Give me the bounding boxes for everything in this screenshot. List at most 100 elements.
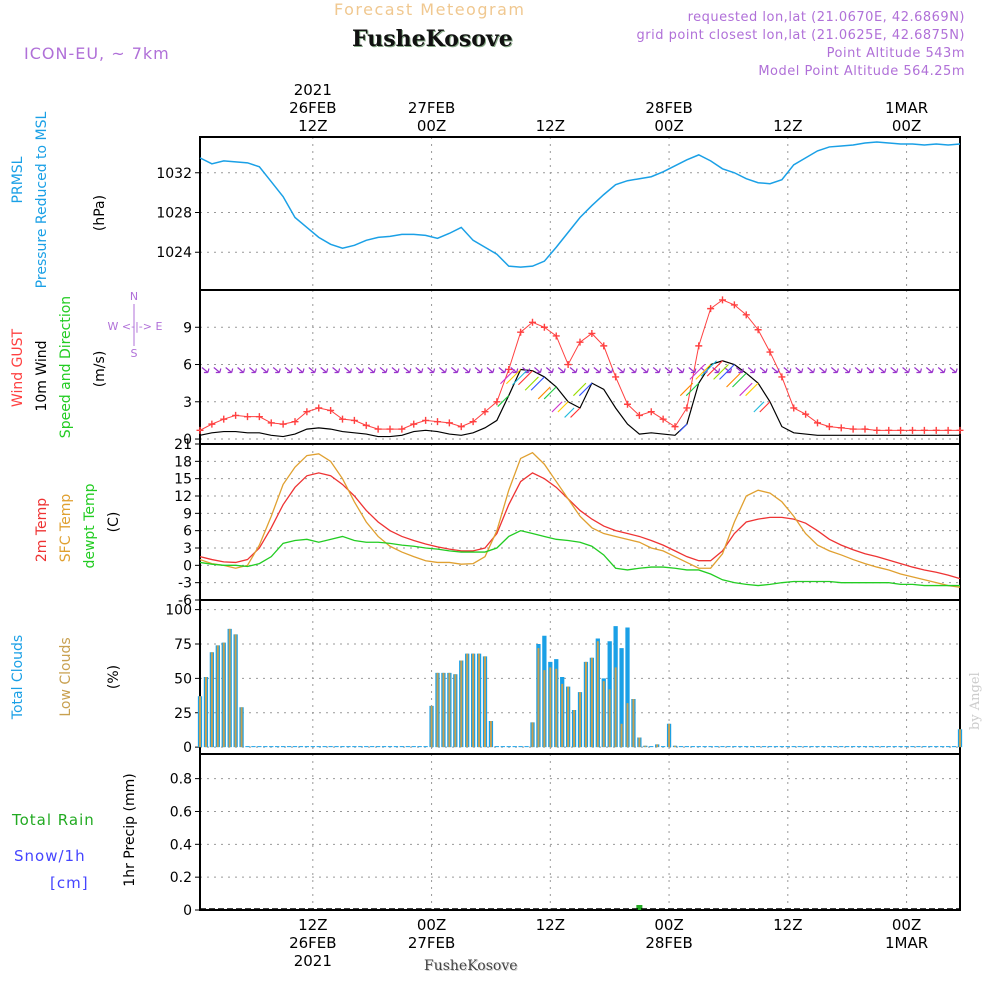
- y-tick-label: -6: [178, 593, 192, 609]
- low-cloud-bar: [555, 668, 558, 748]
- wind-gust-marker: [374, 425, 382, 433]
- total-cloud-bar: [779, 746, 785, 748]
- wind-direction-arrow: [640, 367, 649, 374]
- top-time-label: 26FEB: [289, 99, 336, 117]
- panel-frame: [199, 753, 961, 911]
- wind-gust-marker: [208, 420, 216, 428]
- top-time-label: 28FEB: [645, 99, 692, 117]
- wind-vector-arrow: [564, 407, 575, 418]
- wind-gust-marker: [730, 301, 738, 309]
- wind-direction-arrow: [712, 367, 721, 374]
- forecast-title: Forecast Meteogram: [334, 0, 526, 19]
- total-cloud-bar: [922, 746, 927, 748]
- top-time-label: 00Z: [654, 117, 683, 135]
- wind-direction-arrow: [914, 367, 923, 374]
- y-tick-label: 75: [174, 637, 192, 653]
- pressure-label-long: Pressure Reduced to MSL: [34, 111, 50, 288]
- total-clouds-label: Total Clouds: [10, 635, 26, 720]
- total-cloud-bar: [845, 746, 850, 748]
- wind-vector-arrow: [500, 369, 516, 385]
- total-cloud-bar: [744, 746, 749, 748]
- snow-unit-legend: [cm]: [50, 874, 89, 892]
- wind-gust-marker: [469, 418, 477, 426]
- wind-direction-arrow: [629, 367, 638, 374]
- wind-vector-arrow: [557, 401, 569, 413]
- wind-direction-arrow: [296, 367, 305, 374]
- top-time-label: 00Z: [892, 117, 921, 135]
- wind-direction-arrow: [272, 367, 281, 374]
- total-cloud-bar: [696, 746, 701, 748]
- total-cloud-bar: [750, 746, 755, 748]
- low-cloud-bar: [537, 648, 540, 748]
- wind-gust-marker: [315, 404, 323, 412]
- wind-direction-arrow: [830, 367, 839, 374]
- total-cloud-bar: [649, 746, 654, 748]
- total-cloud-bar: [821, 746, 826, 748]
- bottom-time-label: 00Z: [654, 916, 683, 934]
- top-time-label: 1MAR: [885, 99, 928, 117]
- y-tick-label: 9: [183, 320, 192, 336]
- wind-gust-marker: [612, 373, 620, 381]
- wind-gust-marker: [386, 425, 394, 433]
- low-cloud-bar: [567, 686, 570, 748]
- wind-direction-arrow: [379, 367, 388, 374]
- wind-direction-arrow: [569, 367, 578, 374]
- bottom-time-label: 12Z: [298, 916, 327, 934]
- wind-gust-marker: [445, 419, 453, 427]
- grid-point-coords: grid point closest lon,lat (21.0625E, 42…: [636, 28, 965, 43]
- total-cloud-bar: [916, 746, 921, 748]
- compass-north: N: [130, 290, 138, 303]
- total-cloud-bar: [263, 746, 268, 748]
- wind-direction-arrow: [652, 367, 661, 374]
- total-cloud-bar: [393, 746, 399, 748]
- wind-gust-marker: [683, 404, 691, 412]
- y-tick-label: 3: [183, 395, 192, 411]
- low-cloud-bar: [240, 707, 243, 748]
- wind-direction-arrow: [284, 367, 293, 374]
- wind-gust-marker: [707, 305, 715, 313]
- y-tick-label: 1028: [156, 206, 192, 222]
- total-cloud-bar: [411, 746, 416, 748]
- compass-we: W <-|-> E: [108, 320, 163, 333]
- low-cloud-bar: [668, 723, 671, 748]
- total-cloud-bar: [738, 746, 743, 748]
- low-cloud-bar: [489, 721, 492, 748]
- y-tick-label: 0.4: [170, 837, 192, 853]
- wind-direction-arrow: [213, 367, 222, 374]
- wind-vector-arrow: [700, 360, 717, 377]
- low-cloud-bar: [430, 705, 433, 748]
- wind-direction-arrow: [534, 367, 543, 374]
- bottom-time-label: 12Z: [536, 916, 565, 934]
- wind-gust-marker: [398, 425, 406, 433]
- total-cloud-bar: [625, 627, 630, 748]
- low-cloud-bar: [199, 696, 201, 748]
- wind-vector-arrow: [745, 382, 759, 397]
- model-label: ICON-EU, ~ 7km: [24, 44, 170, 63]
- wind-direction-arrow: [771, 367, 780, 374]
- wind-vector-arrow: [689, 364, 706, 380]
- wind-direction-arrow: [605, 367, 614, 374]
- total-cloud-bar: [773, 746, 779, 748]
- y-tick-label: 0: [183, 432, 192, 448]
- low-cloud-bar: [573, 710, 576, 748]
- total-cloud-bar: [803, 746, 808, 748]
- low-cloud-bar: [478, 653, 481, 748]
- wind-gust-marker: [920, 426, 928, 434]
- wind-gust-line: [199, 299, 960, 431]
- low-cloud-bar: [436, 672, 439, 748]
- total-cloud-bar: [417, 746, 422, 748]
- wind-gust-marker: [327, 406, 335, 414]
- wind-direction-arrow: [878, 367, 887, 374]
- wind-direction-arrow: [807, 367, 816, 374]
- wind-gust-marker: [837, 424, 845, 432]
- total-cloud-bar: [322, 746, 327, 748]
- wind-gust-marker: [695, 342, 703, 350]
- top-time-label: 12Z: [298, 117, 327, 135]
- total-cloud-bar: [494, 746, 500, 748]
- point-altitude: Point Altitude 543m: [826, 46, 965, 61]
- y-tick-label: 6: [183, 358, 192, 374]
- total-cloud-bar: [880, 746, 885, 748]
- total-cloud-bar: [839, 746, 844, 748]
- wind-direction-arrow: [201, 367, 210, 374]
- low-cloud-bar: [614, 667, 617, 748]
